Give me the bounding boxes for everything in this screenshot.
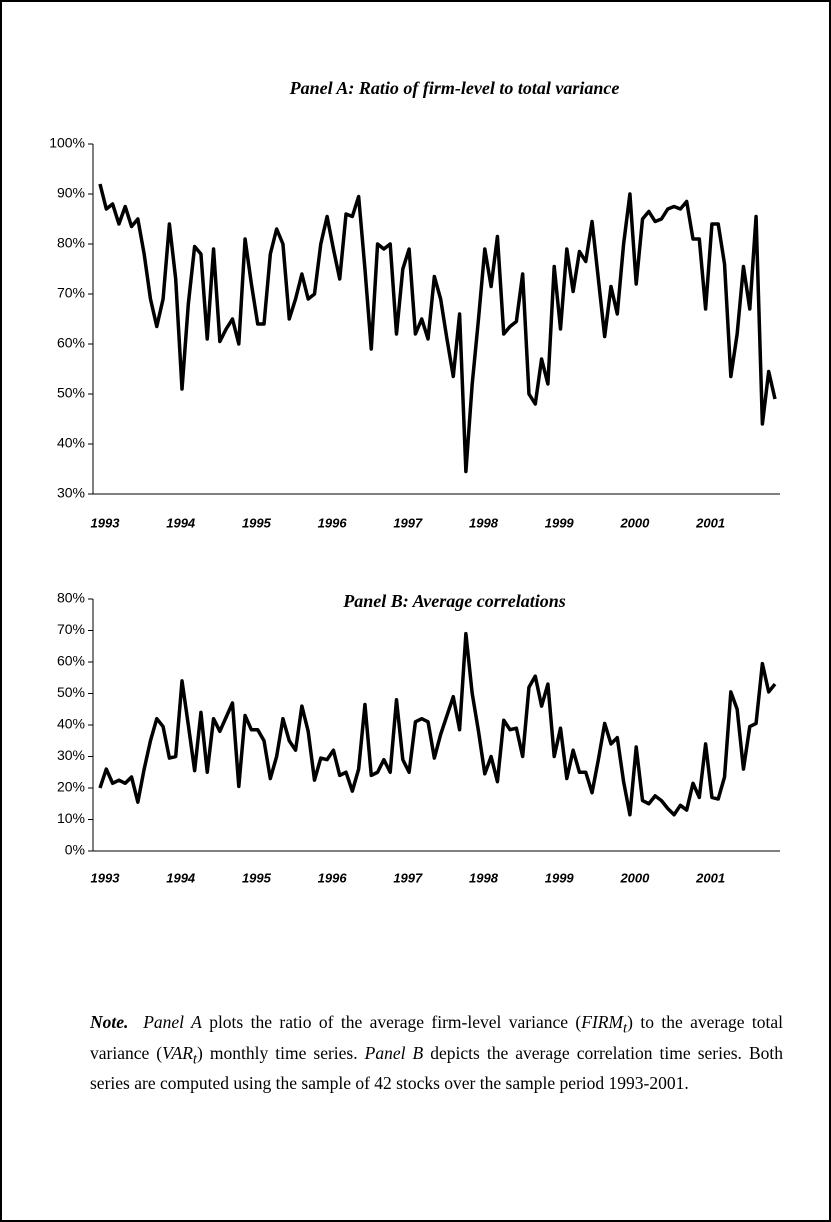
x-tick-label: 1997 [393, 870, 423, 885]
y-tick-label: 50% [57, 385, 85, 401]
note-text: ) to the average total variance ( [90, 1012, 784, 1063]
note-text: Panel A [143, 1012, 202, 1032]
x-tick-label: 2001 [695, 870, 725, 885]
note-text: t [192, 1051, 197, 1067]
x-tick-label: 1993 [91, 515, 121, 530]
x-tick-label: 1999 [545, 870, 575, 885]
x-tick-label: 1996 [318, 515, 348, 530]
y-tick-label: 40% [57, 435, 85, 451]
y-tick-label: 70% [57, 621, 85, 637]
note-text: plots the ratio of the average firm-leve… [201, 1012, 582, 1032]
x-tick-label: 1995 [242, 870, 272, 885]
note-text: ) monthly time series. [196, 1042, 365, 1063]
x-tick-label: 1994 [166, 515, 196, 530]
y-tick-label: 20% [57, 779, 85, 795]
y-tick-label: 100% [49, 135, 85, 151]
x-tick-label: 1998 [469, 515, 499, 530]
charts: Panel A: Ratio of firm-level to total va… [49, 78, 780, 885]
x-tick-label: 2000 [619, 870, 650, 885]
x-tick-label: 2000 [619, 515, 650, 530]
x-tick-label: 1995 [242, 515, 272, 530]
x-tick-label: 1996 [318, 870, 348, 885]
x-tick-label: 1999 [545, 515, 575, 530]
y-tick-label: 40% [57, 716, 85, 732]
y-tick-label: 80% [57, 590, 85, 606]
note-text: Panel B [364, 1042, 424, 1063]
note-label: Note. [90, 1012, 129, 1032]
y-tick-label: 90% [57, 185, 85, 201]
note-text: FIRM [581, 1012, 624, 1032]
data-line [98, 631, 777, 817]
note-text: VAR [162, 1042, 193, 1063]
y-tick-label: 50% [57, 684, 85, 700]
y-tick-label: 0% [65, 842, 85, 858]
note-text: depicts the average correlation time ser… [90, 1042, 783, 1094]
note: Note. Panel A plots the ratio of the ave… [90, 1010, 783, 1095]
y-tick-label: 30% [57, 747, 85, 763]
y-tick-label: 80% [57, 235, 85, 251]
y-tick-label: 70% [57, 285, 85, 301]
x-tick-label: 1998 [469, 870, 499, 885]
y-tick-label: 10% [57, 810, 85, 826]
x-tick-label: 1997 [393, 515, 423, 530]
chart-title: Panel B: Average correlations [342, 591, 565, 611]
x-tick-label: 2001 [695, 515, 725, 530]
data-line [98, 183, 777, 474]
chart-title: Panel A: Ratio of firm-level to total va… [289, 78, 620, 98]
y-tick-label: 30% [57, 485, 85, 501]
note-text: t [623, 1020, 628, 1037]
x-tick-label: 1994 [166, 870, 196, 885]
x-tick-label: 1993 [91, 870, 121, 885]
y-tick-label: 60% [57, 653, 85, 669]
y-tick-label: 60% [57, 335, 85, 351]
